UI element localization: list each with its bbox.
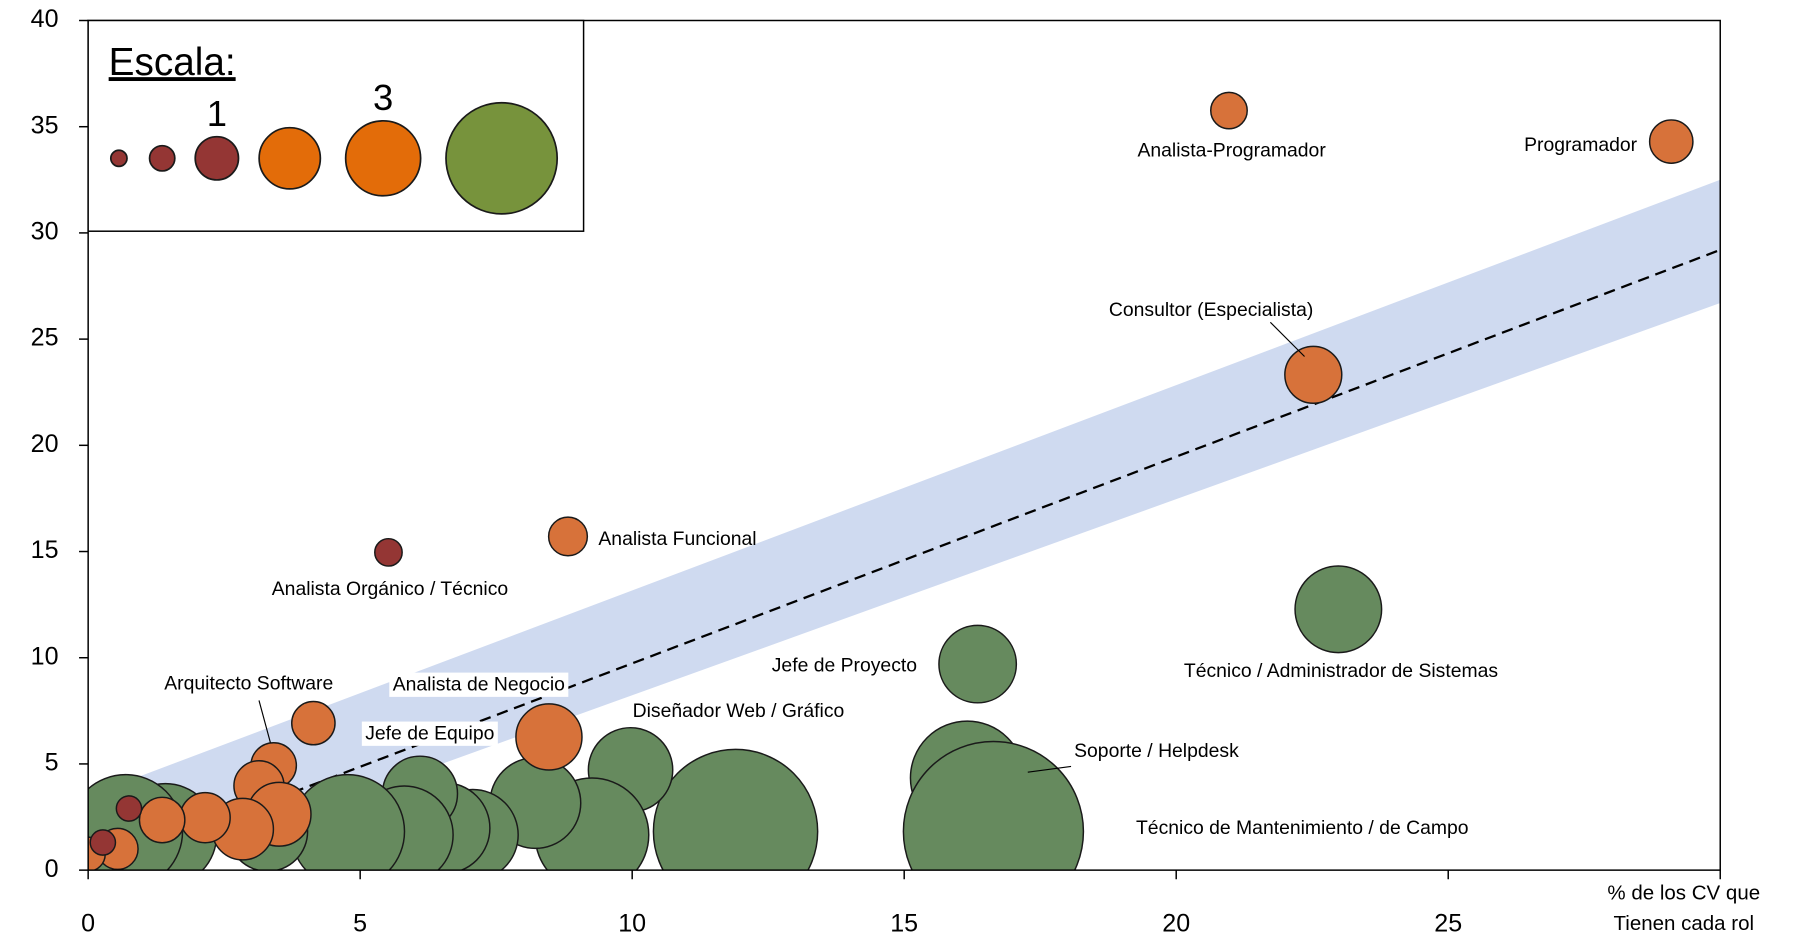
bubbles — [88, 91, 1694, 871]
annotations: Técnico / Administrador de Sistemas Jefe … — [31, 5, 1760, 937]
label-background — [361, 721, 498, 746]
legend-bubble — [109, 149, 128, 168]
x-tick-label: 25 — [1434, 909, 1462, 937]
bubble — [902, 740, 1085, 871]
bubble-label: Jefe de Proyecto — [772, 654, 917, 676]
x-tick-label: 10 — [618, 909, 646, 937]
bubble-label: Arquitecto Software — [164, 673, 333, 695]
bubble — [547, 516, 589, 557]
legend-bubble — [194, 135, 240, 181]
legend-size-label: 3 — [373, 77, 393, 118]
bubble-label: Analista Orgánico / Técnico — [272, 578, 508, 600]
bubble — [89, 829, 117, 856]
x-tick-label: 5 — [353, 909, 367, 937]
bubble — [179, 791, 231, 844]
bubble-label: Analista de Negocio — [393, 674, 565, 696]
y-tick-label: 20 — [31, 430, 59, 458]
y-tick-label: 5 — [45, 749, 59, 777]
bubble-label: Soporte / Helpdesk — [1074, 740, 1239, 762]
y-tick-label: 35 — [31, 111, 59, 139]
bubble — [1648, 119, 1694, 164]
leader-line — [1269, 321, 1305, 357]
bubble-label: Técnico / Administrador de Sistemas — [1184, 660, 1498, 682]
y-tick-label: 40 — [31, 5, 59, 33]
x-axis-label: % de los CV que — [1607, 881, 1760, 904]
leader-line — [258, 700, 271, 743]
y-tick-label: 25 — [31, 324, 59, 352]
bubble-label: Técnico de Mantenimiento / de Campo — [1136, 817, 1469, 839]
leader-line — [1027, 765, 1072, 773]
bubble-label: Consultor (Especialista) — [1109, 299, 1313, 321]
bubble — [374, 537, 403, 567]
x-tick-label: 20 — [1162, 909, 1190, 937]
y-tick-label: 10 — [31, 642, 59, 670]
bubble — [652, 748, 819, 871]
y-tick-label: 30 — [31, 218, 59, 246]
bubble-label: Jefe de Equipo — [365, 723, 494, 745]
legend-bubble — [148, 144, 176, 172]
bubble-label: Diseñador Web / Gráfico — [633, 700, 845, 722]
bubble — [1210, 91, 1248, 130]
legend-size-label: 1 — [207, 93, 227, 134]
bubble — [515, 703, 583, 771]
y-tick-label: 0 — [45, 855, 59, 883]
x-axis-label: Tienen cada rol — [1614, 912, 1755, 935]
legend-title: Escala: — [109, 41, 236, 84]
bubble — [291, 700, 336, 746]
y-tick-label: 15 — [31, 536, 59, 564]
bubble — [115, 795, 143, 822]
bubble — [138, 796, 186, 844]
bubble — [1294, 565, 1383, 654]
x-tick-label: 15 — [890, 909, 918, 937]
bubble — [938, 624, 1018, 704]
bubble-label: Programador — [1524, 134, 1638, 156]
legend-bubble — [445, 101, 559, 215]
bubble — [1284, 345, 1343, 405]
bubble-label: Analista-Programador — [1137, 140, 1326, 162]
label-background — [389, 672, 569, 697]
legend-bubble — [258, 126, 322, 190]
x-tick-label: 0 — [81, 909, 95, 937]
bubble-label: Analista Funcional — [598, 528, 756, 550]
legend-bubble — [344, 119, 422, 197]
